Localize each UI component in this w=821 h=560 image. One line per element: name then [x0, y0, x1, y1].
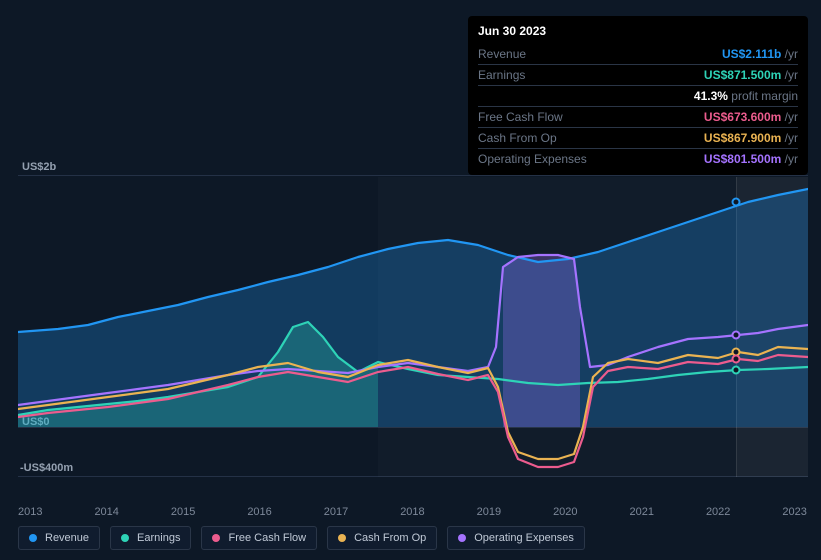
legend-dot-icon: [458, 534, 466, 542]
gridline-top: [18, 175, 808, 176]
earnings-hover-dot: [733, 367, 740, 374]
x-axis-tick: 2013: [18, 506, 42, 518]
revenue-area: [18, 189, 808, 427]
revenue-hover-dot: [733, 199, 740, 206]
tooltip-row-value: US$673.600m /yr: [704, 110, 798, 124]
x-axis-tick: 2020: [553, 506, 577, 518]
x-axis-tick: 2016: [247, 506, 271, 518]
tooltip-row: Earnings US$871.500m /yr: [478, 65, 798, 86]
operating_expenses-area: [503, 255, 580, 427]
x-axis-tick: 2019: [477, 506, 501, 518]
legend-dot-icon: [121, 534, 129, 542]
tooltip-row-label: Earnings: [478, 68, 525, 82]
legend-item[interactable]: Operating Expenses: [447, 526, 585, 550]
tooltip-row-label: Free Cash Flow: [478, 110, 563, 124]
x-axis-tick: 2023: [782, 506, 806, 518]
financials-chart-root: Jun 30 2023 Revenue US$2.111b /yr Earnings…: [0, 0, 821, 560]
tooltip-row-profit-margin: 41.3% profit margin: [478, 86, 798, 107]
tooltip-date: Jun 30 2023: [478, 24, 798, 38]
free_cash_flow-hover-dot: [733, 356, 740, 363]
tooltip-row-value: 41.3% profit margin: [694, 89, 798, 103]
x-axis-tick: 2018: [400, 506, 424, 518]
x-axis-tick: 2015: [171, 506, 195, 518]
legend-label: Cash From Op: [354, 532, 426, 544]
x-axis-tick: 2017: [324, 506, 348, 518]
tooltip-row: Operating Expenses US$801.500m /yr: [478, 149, 798, 169]
legend-item[interactable]: Revenue: [18, 526, 100, 550]
legend-label: Revenue: [45, 532, 89, 544]
tooltip-row: Cash From Op US$867.900m /yr: [478, 128, 798, 149]
tooltip-row-label: Revenue: [478, 47, 526, 61]
legend-item[interactable]: Earnings: [110, 526, 191, 550]
hover-tooltip-panel: Jun 30 2023 Revenue US$2.111b /yr Earnings…: [468, 16, 808, 175]
tooltip-row: Revenue US$2.111b /yr: [478, 44, 798, 65]
legend-label: Operating Expenses: [474, 532, 574, 544]
cash_from_op-hover-dot: [733, 349, 740, 356]
tooltip-row-label: Cash From Op: [478, 131, 557, 145]
x-axis-tick: 2021: [630, 506, 654, 518]
x-axis-tick: 2014: [94, 506, 118, 518]
x-axis-tick: 2022: [706, 506, 730, 518]
legend-label: Earnings: [137, 532, 180, 544]
tooltip-row-value: US$867.900m /yr: [704, 131, 798, 145]
legend-dot-icon: [212, 534, 220, 542]
tooltip-row-value: US$801.500m /yr: [704, 152, 798, 166]
legend-item[interactable]: Cash From Op: [327, 526, 437, 550]
operating_expenses-hover-dot: [733, 332, 740, 339]
tooltip-row-label: Operating Expenses: [478, 152, 587, 166]
tooltip-row-value: US$871.500m /yr: [704, 68, 798, 82]
y-axis-label-top: US$2b: [22, 161, 56, 173]
chart-plot[interactable]: [18, 177, 808, 477]
legend-label: Free Cash Flow: [228, 532, 306, 544]
legend: Revenue Earnings Free Cash Flow Cash From O…: [18, 526, 585, 550]
legend-item[interactable]: Free Cash Flow: [201, 526, 317, 550]
x-axis: 2013 2014 2015 2016 2017 2018 2019 2020 2021 2022…: [18, 506, 807, 518]
legend-dot-icon: [29, 534, 37, 542]
tooltip-row: Free Cash Flow US$673.600m /yr: [478, 107, 798, 128]
legend-dot-icon: [338, 534, 346, 542]
tooltip-row-value: US$2.111b /yr: [722, 47, 798, 61]
